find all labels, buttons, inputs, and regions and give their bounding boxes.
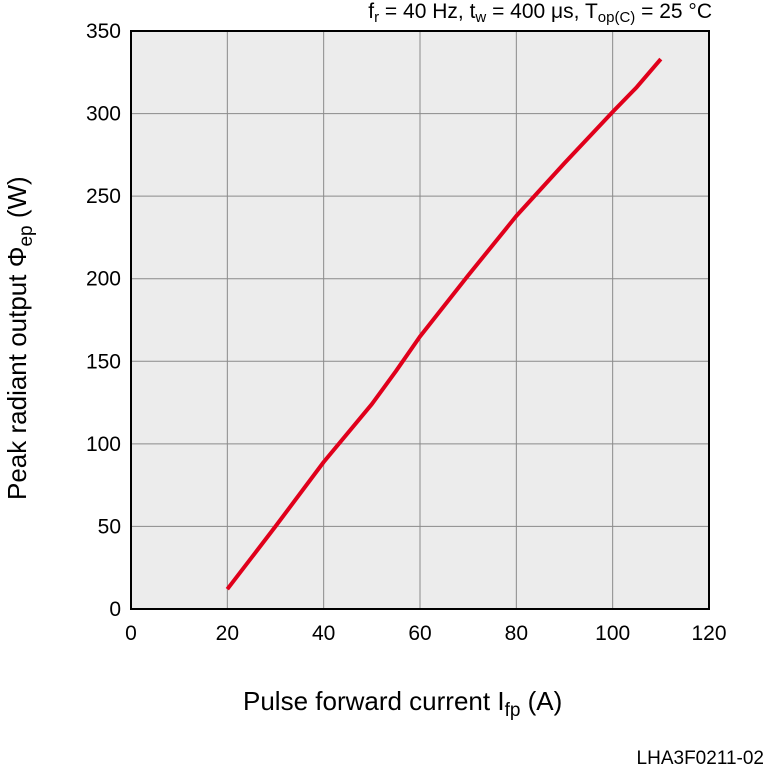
x-axis-label-subscript: fp — [504, 700, 521, 721]
test-conditions: fr = 40 Hz, tw = 400 μs, Top(C) = 25 °C — [368, 0, 712, 26]
x-tick-label: 100 — [595, 622, 630, 645]
fr-subscript: r — [374, 9, 380, 26]
fr-value: = 40 Hz, — [379, 0, 470, 23]
fr-symbol: f — [368, 0, 375, 23]
y-axis-label-text: Peak radiant output Φ — [2, 246, 32, 500]
tw-value: = 400 μs, — [486, 0, 585, 23]
x-tick-label: 120 — [691, 622, 726, 645]
x-tick-label: 20 — [216, 622, 239, 645]
y-tick-label: 300 — [86, 103, 121, 126]
x-axis-label: Pulse forward current Ifp (A) — [243, 686, 562, 722]
x-tick-label: 0 — [125, 622, 137, 645]
top-subscript: op(C) — [597, 9, 636, 26]
series-layer — [225, 57, 663, 591]
y-tick-label: 50 — [98, 515, 121, 538]
tw-symbol: t — [469, 0, 476, 23]
x-tick-label: 40 — [312, 622, 335, 645]
figure-code: LHA3F0211-02 — [636, 748, 764, 769]
x-axis-label-unit: (A) — [520, 686, 563, 716]
top-symbol: T — [584, 0, 598, 23]
y-axis-label-subscript: ep — [16, 225, 37, 247]
y-tick-label: 0 — [109, 598, 121, 621]
y-axis-label: Peak radiant output Φep (W) — [2, 176, 38, 500]
series-line — [225, 57, 663, 591]
y-tick-label: 150 — [86, 350, 121, 373]
tw-subscript: w — [475, 9, 487, 26]
y-axis-label-unit: (W) — [2, 176, 32, 226]
x-tick-label: 80 — [505, 622, 528, 645]
top-value: = 25 °C — [635, 0, 712, 23]
x-axis-label-text: Pulse forward current I — [243, 686, 505, 716]
y-tick-label: 250 — [86, 185, 121, 208]
x-axis-ticks: 0 20 40 60 80 100 120 — [125, 622, 726, 645]
y-tick-label: 200 — [86, 268, 121, 291]
y-tick-label: 350 — [86, 20, 121, 43]
x-tick-label: 60 — [408, 622, 431, 645]
y-axis-ticks: 0 50 100 150 200 250 300 350 — [86, 20, 121, 621]
y-tick-label: 100 — [86, 433, 121, 456]
plot-frame — [130, 30, 710, 610]
